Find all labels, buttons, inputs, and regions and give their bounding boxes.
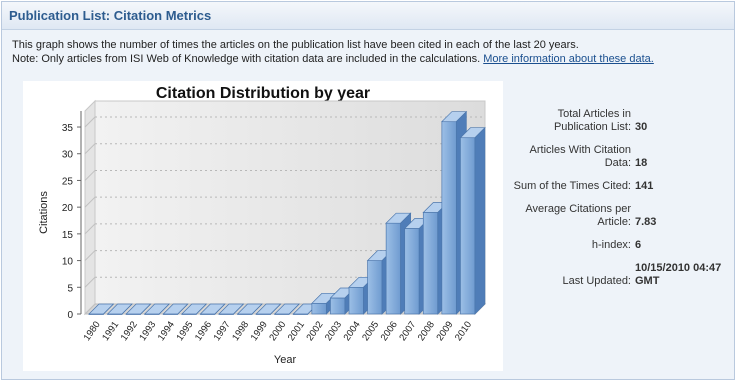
- gridline-depth: [84, 276, 96, 288]
- bar: [441, 121, 457, 315]
- metric-h-index: h-index: 6: [506, 239, 736, 252]
- y-tick-label: 15: [62, 230, 74, 241]
- metric-label: Total Articles in Publication List:: [553, 108, 631, 133]
- metric-value: 30: [635, 121, 648, 133]
- y-tick-label: 20: [62, 203, 74, 214]
- x-tick-label: 1993: [137, 319, 158, 343]
- bar-side: [196, 303, 207, 315]
- x-tick-label: 1996: [193, 319, 214, 343]
- bar: [385, 222, 401, 315]
- metric-articles-with-data: Articles With Citation Data: 18: [506, 144, 736, 170]
- x-tick-label: 1995: [174, 319, 195, 343]
- bar-side: [288, 303, 300, 315]
- bar-side: [251, 303, 263, 315]
- metric-sum-times-cited: Sum of the Times Cited: 141: [506, 180, 736, 193]
- x-tick-label: 1997: [212, 319, 233, 343]
- metric-label: Average Citations per Article:: [525, 203, 631, 228]
- metric-label: h-index:: [591, 239, 631, 251]
- metric-value: 18: [635, 157, 648, 169]
- bar-side: [158, 303, 170, 315]
- x-tick-label: 2003: [323, 319, 344, 343]
- gridline-depth: [84, 196, 96, 208]
- x-tick-label: 1994: [156, 319, 177, 343]
- y-tick-label: 10: [62, 257, 74, 268]
- y-tick-label: 35: [62, 123, 74, 134]
- y-tick-label: 5: [67, 283, 73, 294]
- metric-total-articles: Total Articles in Publication List: 30: [506, 108, 736, 134]
- x-tick-label: 1992: [119, 319, 140, 343]
- bar: [367, 260, 383, 315]
- bar-side: [140, 303, 151, 315]
- metric-label: Last Updated:: [562, 275, 632, 287]
- bar-side: [177, 303, 189, 315]
- plot-area: 0510152025303519801991199219931994199519…: [62, 99, 487, 343]
- metric-value: 6: [635, 239, 642, 251]
- metric-value: 10/15/2010 04:47 GMT: [635, 262, 722, 287]
- gridline-depth: [84, 250, 96, 261]
- x-tick-label: 2004: [342, 319, 363, 343]
- citation-chart: Citation Distribution by year Citations …: [23, 81, 503, 371]
- bar: [460, 137, 476, 315]
- gridline-depth: [84, 223, 96, 235]
- x-tick-label: 2008: [416, 319, 437, 343]
- y-tick-label: 0: [67, 310, 73, 321]
- x-tick-label: 2007: [397, 319, 418, 343]
- gridline-depth: [84, 143, 96, 155]
- description-line2: Note: Only articles from ISI Web of Know…: [12, 52, 728, 66]
- bar-side: [233, 303, 244, 315]
- metric-label: Articles With Citation Data:: [529, 144, 631, 169]
- metrics-panel: Total Articles in Publication List: 30 A…: [506, 108, 736, 298]
- chart-title: Citation Distribution by year: [156, 85, 370, 102]
- x-tick-label: 2009: [434, 319, 455, 343]
- bar-side: [474, 126, 486, 315]
- y-tick-label: 30: [62, 150, 74, 161]
- gridline-depth: [84, 116, 96, 128]
- metric-value: 7.83: [635, 216, 657, 228]
- bar: [404, 228, 420, 315]
- x-axis-label: Year: [274, 354, 297, 366]
- bar: [330, 297, 346, 315]
- bar-side: [103, 303, 114, 315]
- gridline-depth: [84, 303, 96, 315]
- description-note: Note: Only articles from ISI Web of Know…: [12, 53, 481, 65]
- x-tick-label: 2001: [286, 319, 307, 343]
- x-tick-label: 2010: [453, 319, 474, 343]
- bar-side: [270, 303, 281, 315]
- bar: [422, 212, 439, 315]
- metric-average-citations: Average Citations per Article: 7.83: [506, 203, 736, 229]
- description: This graph shows the number of times the…: [12, 38, 728, 66]
- x-tick-label: 2002: [304, 319, 325, 343]
- metric-label: Sum of the Times Cited:: [513, 180, 631, 192]
- panel-header: Publication List: Citation Metrics: [2, 2, 734, 30]
- x-tick-label: 1980: [82, 319, 103, 343]
- bar-side: [121, 303, 133, 315]
- panel-title: Publication List: Citation Metrics: [9, 8, 212, 23]
- gridline-depth: [84, 170, 96, 181]
- description-line1: This graph shows the number of times the…: [12, 39, 579, 51]
- x-tick-label: 1991: [100, 319, 121, 343]
- y-axis-label: Citations: [38, 191, 50, 234]
- y-tick-label: 25: [62, 176, 74, 187]
- bar-side: [214, 303, 226, 315]
- bar: [348, 286, 364, 315]
- more-info-link[interactable]: More information about these data.: [483, 53, 654, 65]
- x-tick-label: 2006: [379, 319, 400, 343]
- x-tick-label: 2005: [360, 319, 381, 343]
- x-tick-label: 1998: [230, 319, 251, 343]
- chart-svg: Citation Distribution by year Citations …: [38, 85, 487, 366]
- metric-last-updated: Last Updated: 10/15/2010 04:47 GMT: [506, 262, 736, 288]
- bar: [311, 302, 327, 315]
- x-tick-label: 2000: [267, 319, 288, 343]
- x-tick-label: 1999: [249, 319, 270, 343]
- metric-value: 141: [635, 180, 654, 192]
